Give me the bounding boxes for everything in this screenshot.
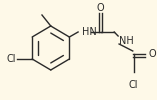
Text: O: O bbox=[148, 49, 156, 59]
Text: Cl: Cl bbox=[6, 54, 16, 64]
Text: HN: HN bbox=[82, 27, 97, 37]
Text: Cl: Cl bbox=[129, 80, 138, 90]
Text: NH: NH bbox=[119, 36, 134, 46]
Text: O: O bbox=[97, 3, 104, 13]
